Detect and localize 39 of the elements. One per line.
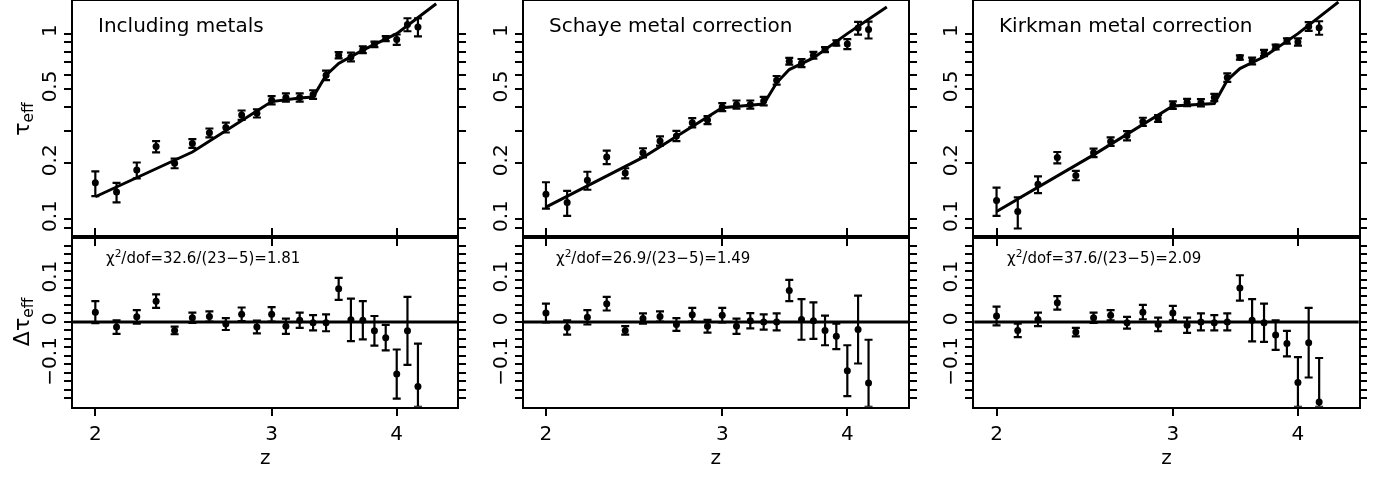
y-tick-label: 0	[487, 312, 512, 326]
x-axis-title: z	[1161, 444, 1172, 469]
y-tick-label: 0.5	[938, 70, 963, 103]
x-axis-title: z	[710, 444, 722, 469]
y-tick-label: 0.1	[487, 260, 512, 293]
y-tick-label: 0.1	[37, 200, 62, 233]
x-tick-label: 3	[1166, 420, 1180, 445]
y-tick-label: 1	[37, 24, 62, 37]
y-tick-label: 0.5	[487, 70, 512, 103]
x-tick-label: 4	[390, 420, 404, 445]
y-tick-label: 0	[37, 312, 62, 326]
annotation: Schaye metal correction	[549, 13, 793, 37]
y-tick-label: 0	[938, 312, 963, 326]
y-tick-label: −0.1	[487, 337, 512, 386]
y-tick-label: 1	[938, 24, 963, 37]
annotation: χ$^{2}$/dof=26.9/(23−5)=1.49	[556, 247, 751, 268]
annotation: Including metals	[98, 13, 264, 37]
annotation: χ$^{2}$/dof=37.6/(23−5)=2.09	[1007, 247, 1202, 268]
x-tick-label: 2	[539, 420, 553, 445]
x-tick-label: 4	[840, 420, 854, 445]
x-tick-label: 2	[88, 420, 102, 445]
x-tick-label: 3	[265, 420, 278, 445]
y-tick-label: 0.1	[37, 260, 62, 293]
y-tick-label: 0.5	[37, 70, 62, 103]
y-tick-label: −0.1	[37, 337, 62, 386]
y-tick-label: −0.1	[938, 337, 963, 386]
y-tick-label: 0.1	[938, 260, 963, 293]
x-tick-label: 3	[715, 420, 729, 445]
x-tick-label: 2	[990, 420, 1003, 445]
annotation: Kirkman metal correction	[999, 13, 1253, 37]
y-tick-label: 0.2	[487, 144, 512, 177]
x-tick-label: 4	[1291, 420, 1305, 445]
y-tick-label: 1	[487, 24, 512, 37]
y-tick-label: 0.1	[487, 200, 512, 233]
y-tick-label: 0.2	[37, 144, 62, 177]
y-tick-label: 0.2	[938, 144, 963, 177]
y-tick-label: 0.1	[938, 200, 963, 233]
x-axis-title: z	[260, 444, 271, 469]
annotation: χ$^{2}$/dof=32.6/(23−5)=1.81	[106, 247, 301, 268]
